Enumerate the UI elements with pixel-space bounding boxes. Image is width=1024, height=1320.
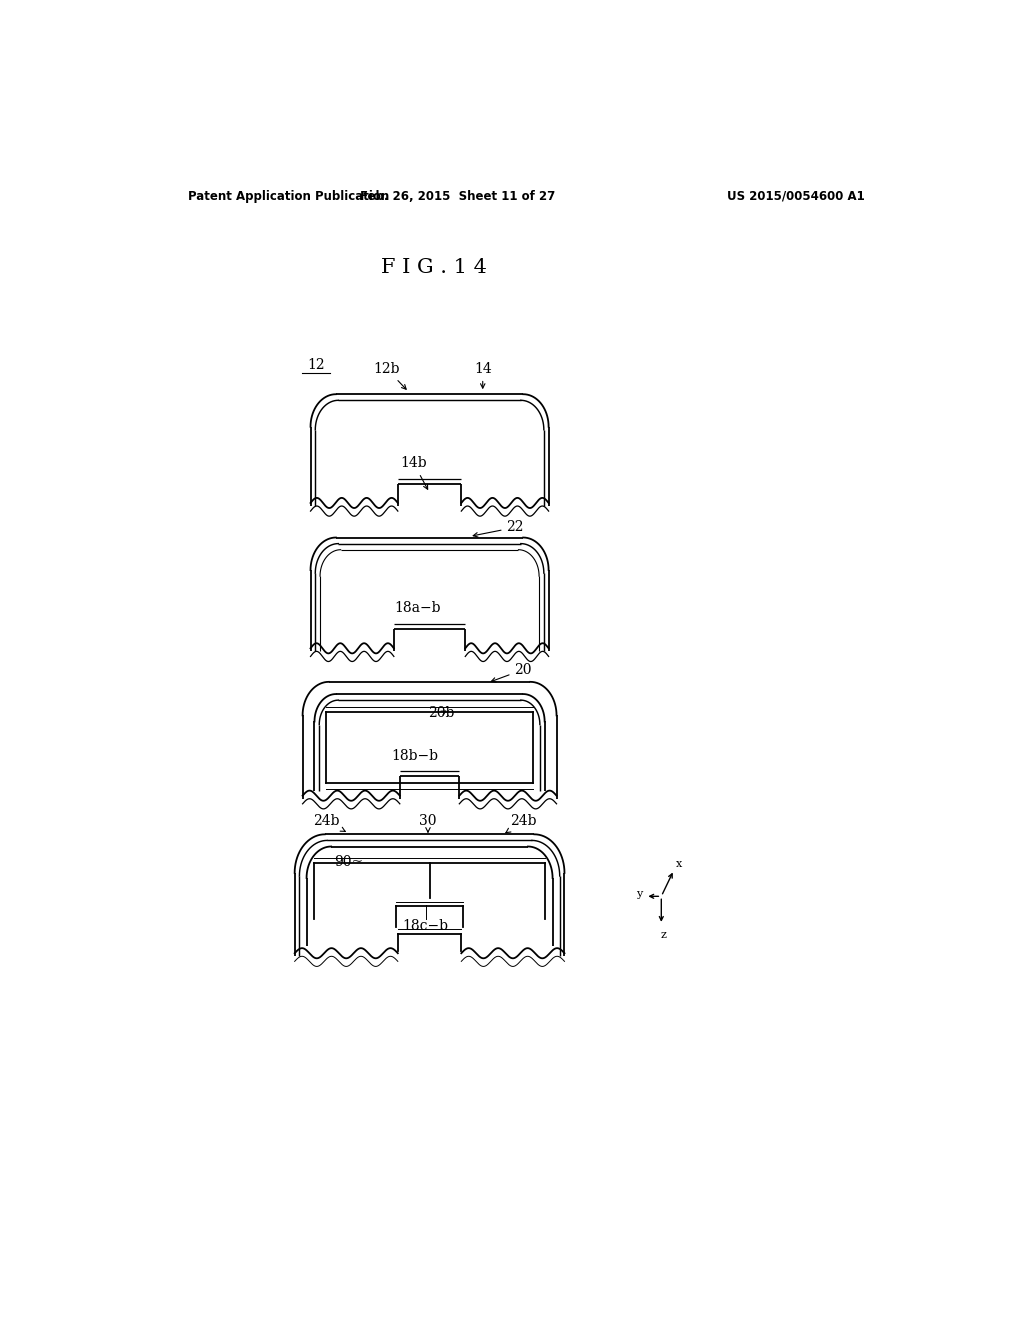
Text: Feb. 26, 2015  Sheet 11 of 27: Feb. 26, 2015 Sheet 11 of 27 [359,190,555,202]
Text: 18c−b: 18c−b [402,919,449,933]
Text: 20: 20 [492,663,531,682]
Text: 20b: 20b [428,706,455,721]
Text: 24b: 24b [506,814,537,833]
Text: Patent Application Publication: Patent Application Publication [187,190,389,202]
Text: 24b: 24b [313,814,345,832]
Text: F I G . 1 4: F I G . 1 4 [381,257,486,277]
Text: 18b−b: 18b−b [392,748,438,763]
Text: 12b: 12b [374,362,407,389]
Text: x: x [676,859,682,869]
Text: y: y [636,890,642,899]
Text: 18a−b: 18a−b [394,601,441,615]
Text: z: z [660,929,667,940]
Text: 30: 30 [419,814,436,832]
Text: 12: 12 [307,358,325,372]
Text: 14b: 14b [400,457,428,490]
Text: US 2015/0054600 A1: US 2015/0054600 A1 [727,190,865,202]
Text: 22: 22 [473,520,524,537]
Text: 90~: 90~ [334,855,364,869]
Text: 14: 14 [474,362,492,388]
